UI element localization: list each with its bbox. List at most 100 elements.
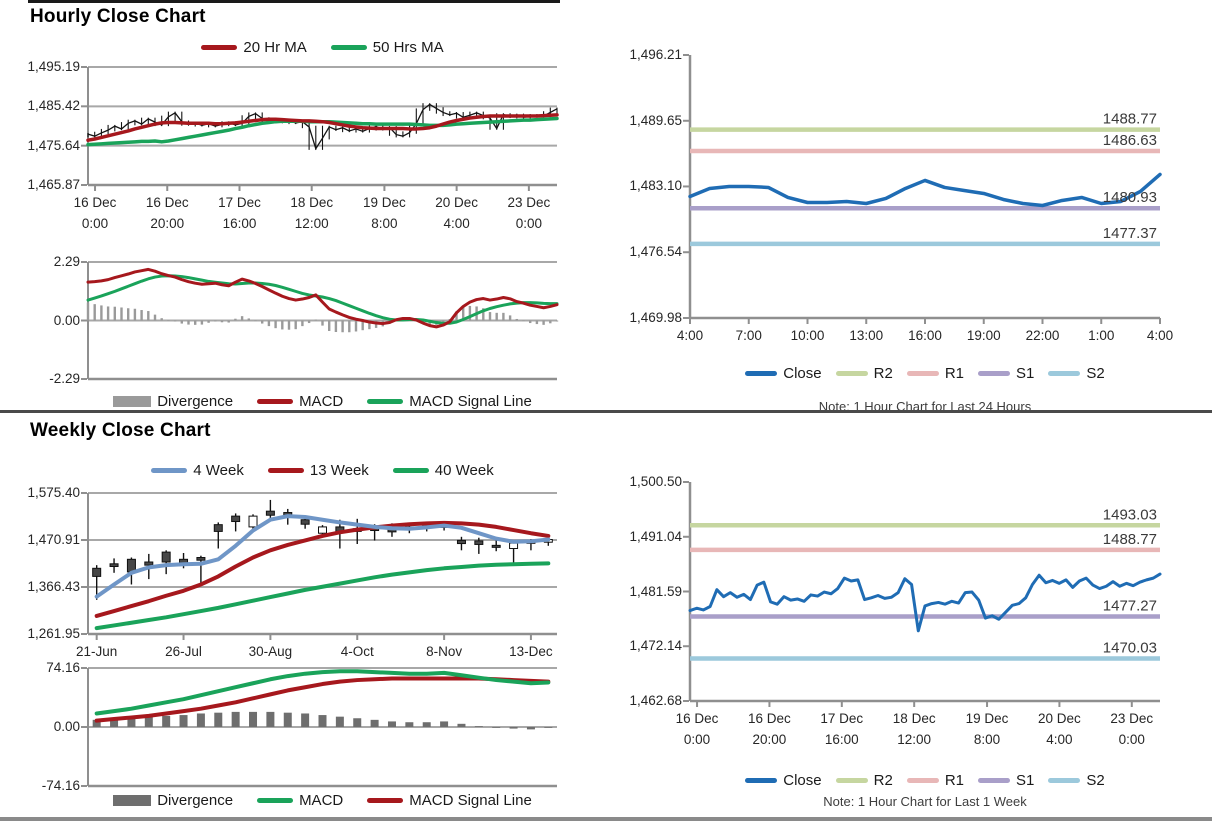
y-tick-label: 1,472.14 [629, 638, 682, 654]
hourly-price-chart [81, 66, 559, 191]
y-tick-label: -2.29 [49, 371, 80, 386]
line-swatch-icon [257, 798, 294, 803]
series [92, 499, 553, 631]
legend-label: Divergence [157, 792, 234, 809]
x-tick-label: 16 Dec 0:00 [675, 711, 719, 747]
y-tick-label: 1,476.54 [629, 244, 682, 260]
series [86, 103, 559, 151]
weekly-macd-legend: Divergence MACD MACD Signal Line [88, 792, 557, 809]
legend-label: S2 [1086, 365, 1105, 382]
legend-item: MACD [257, 792, 343, 809]
x-tick-label: 17 Dec 16:00 [820, 711, 864, 747]
legend-label: 13 Week [309, 462, 369, 479]
svg-text:1470.03: 1470.03 [1103, 639, 1157, 656]
bar-swatch-icon [113, 795, 152, 806]
x-tick-label: 13-Dec [509, 644, 553, 659]
legend-label: 4 Week [193, 462, 244, 479]
x-tick-label: 4:00 [676, 328, 704, 343]
x-tick-label: 19 Dec 8:00 [363, 195, 406, 231]
line-swatch-icon [745, 778, 778, 783]
y-tick-label: 1,496.21 [629, 47, 682, 62]
x-tick-label: 10:00 [790, 328, 825, 343]
y-tick-label: 1,575.40 [27, 485, 80, 500]
y-tick-label: 1,485.42 [27, 98, 80, 114]
legend-item: 40 Week [392, 462, 494, 479]
day-pivot-legend: Close R2 R1 S1 S2 [690, 365, 1160, 382]
legend-item: Close [745, 772, 822, 789]
y-tick-label: 1,500.50 [629, 474, 682, 489]
x-tick-label: 16:00 [908, 328, 942, 343]
legend-label: R2 [873, 772, 893, 789]
top-rule [28, 0, 560, 3]
legend-label: 50 Hrs MA [372, 39, 444, 56]
legend-item: S1 [978, 772, 1034, 789]
y-tick-label: 74.16 [46, 660, 80, 675]
y-tick-label: 1,495.19 [27, 59, 80, 74]
week-pivot-legend: Close R2 R1 S1 S2 [690, 772, 1160, 789]
x-tick-label: 21-Jun [76, 644, 118, 659]
pivot-level-labels: 1493.03 1488.77 1477.27 1470.03 [1103, 506, 1157, 656]
x-tick-label: 23 Dec 0:00 [1110, 711, 1154, 747]
line-swatch-icon [835, 778, 868, 783]
line-swatch-icon [1048, 371, 1081, 376]
hourly-section-title: Hourly Close Chart [30, 6, 206, 27]
legend-item: R1 [906, 772, 964, 789]
legend-item: R2 [835, 772, 893, 789]
legend-item: 4 Week [151, 462, 244, 479]
legend-item: R1 [906, 365, 964, 382]
legend-label: 20 Hr MA [243, 39, 307, 56]
x-tick-label: 13:00 [849, 328, 884, 343]
legend-label: MACD [299, 792, 344, 809]
line-swatch-icon [151, 468, 188, 473]
legend-label: R2 [873, 365, 893, 382]
bottom-divider [0, 817, 1212, 821]
hourly-macd-chart [81, 261, 559, 381]
legend-item: MACD Signal Line [367, 792, 532, 809]
legend-item: 20 Hr MA [201, 39, 307, 56]
series [688, 572, 1162, 633]
legend-label: MACD Signal Line [409, 792, 532, 809]
y-tick-label: 1,470.91 [27, 532, 80, 547]
x-tick-label: 7:00 [735, 328, 762, 343]
line-swatch-icon [257, 399, 294, 404]
legend-label: R1 [944, 365, 964, 382]
x-tick-label: 22:00 [1025, 328, 1060, 343]
axes-and-grid [683, 54, 1161, 324]
week-pivot-note: Note: 1 Hour Chart for Last 1 Week [823, 794, 1027, 809]
weekly-macd-chart [81, 667, 557, 788]
legend-label: S1 [1016, 365, 1035, 382]
x-tick-label: 23 Dec 0:00 [507, 195, 551, 231]
legend-item: R2 [835, 365, 893, 382]
legend-label: S2 [1086, 772, 1105, 789]
legend-label: R1 [944, 772, 964, 789]
line-swatch-icon [201, 45, 238, 50]
legend-label: MACD [299, 393, 344, 410]
svg-text:1488.77: 1488.77 [1103, 111, 1157, 128]
legend-item: MACD [257, 393, 343, 410]
legend-label: S1 [1016, 772, 1035, 789]
day-pivot-chart: 1488.77 1486.63 1480.93 1477.37 [683, 54, 1162, 324]
svg-text:1493.03: 1493.03 [1103, 506, 1157, 523]
line-swatch-icon [906, 778, 939, 783]
x-tick-label: 16 Dec 20:00 [748, 711, 791, 747]
x-tick-label: 17 Dec 16:00 [218, 195, 261, 231]
y-tick-label: 1,462.68 [629, 693, 682, 708]
y-tick-label: 1,481.59 [629, 583, 682, 599]
y-tick-label: 0.00 [53, 312, 80, 328]
pivot-level-lines [690, 523, 1160, 661]
y-tick-label: 0.00 [53, 719, 80, 734]
x-tick-label: 26-Jul [165, 644, 202, 659]
legend-item: 50 Hrs MA [330, 39, 444, 56]
line-swatch-icon [1048, 778, 1081, 783]
y-tick-label: -74.16 [41, 778, 80, 793]
axes-and-grid [81, 66, 557, 191]
line-swatch-icon [978, 371, 1010, 376]
x-tick-label: 19 Dec 8:00 [965, 711, 1009, 747]
y-tick-label: 1,465.87 [27, 177, 80, 192]
line-swatch-icon [367, 399, 404, 404]
weekly-ma-legend: 4 Week 13 Week 40 Week [88, 462, 557, 479]
week-pivot-chart: 1493.03 1488.77 1477.27 1470.03 [683, 481, 1162, 707]
line-swatch-icon [835, 371, 868, 376]
x-tick-label: 8-Nov [426, 644, 463, 659]
